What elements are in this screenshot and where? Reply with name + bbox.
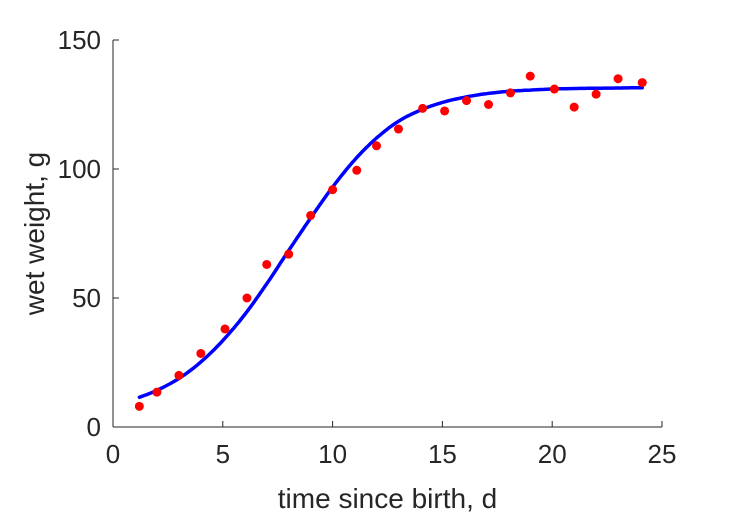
- y-tick-label: 100: [58, 154, 101, 184]
- x-tick-label: 10: [318, 439, 347, 469]
- x-tick-label: 5: [216, 439, 230, 469]
- axes: [112, 40, 662, 428]
- y-tick-label: 150: [58, 25, 101, 55]
- data-points: [134, 71, 647, 411]
- data-point: [440, 106, 450, 116]
- data-point: [262, 259, 272, 269]
- y-ticks: 0 50 100 150: [58, 25, 119, 442]
- data-point: [637, 78, 647, 88]
- data-point: [591, 89, 601, 99]
- fit-curve: [137, 85, 644, 400]
- x-tick-label: 20: [538, 439, 567, 469]
- data-point: [569, 102, 579, 112]
- data-point: [306, 210, 316, 220]
- y-tick-label: 0: [87, 412, 101, 442]
- data-point: [505, 88, 515, 98]
- data-point: [613, 74, 623, 84]
- data-point: [418, 103, 428, 113]
- data-point: [284, 249, 294, 259]
- data-point: [393, 124, 403, 134]
- y-axis-label: wet weight, g: [19, 152, 50, 316]
- x-ticks: 0 5 10 15 20 25: [106, 421, 677, 469]
- data-point: [484, 100, 494, 109]
- x-tick-label: 0: [106, 439, 120, 469]
- data-point: [328, 185, 338, 195]
- data-point: [372, 141, 382, 151]
- data-point: [462, 96, 472, 106]
- data-point: [549, 84, 559, 94]
- data-point: [525, 71, 535, 81]
- data-point: [152, 387, 162, 397]
- x-axis-label: time since birth, d: [278, 483, 497, 514]
- data-point: [174, 370, 184, 380]
- data-point: [242, 293, 252, 303]
- plot-series: [134, 71, 647, 411]
- data-point: [196, 348, 206, 358]
- data-point: [134, 401, 144, 411]
- data-point: [352, 165, 362, 175]
- data-point: [220, 324, 230, 334]
- y-tick-label: 50: [72, 283, 101, 313]
- x-tick-label: 25: [648, 439, 677, 469]
- x-tick-label: 15: [428, 439, 457, 469]
